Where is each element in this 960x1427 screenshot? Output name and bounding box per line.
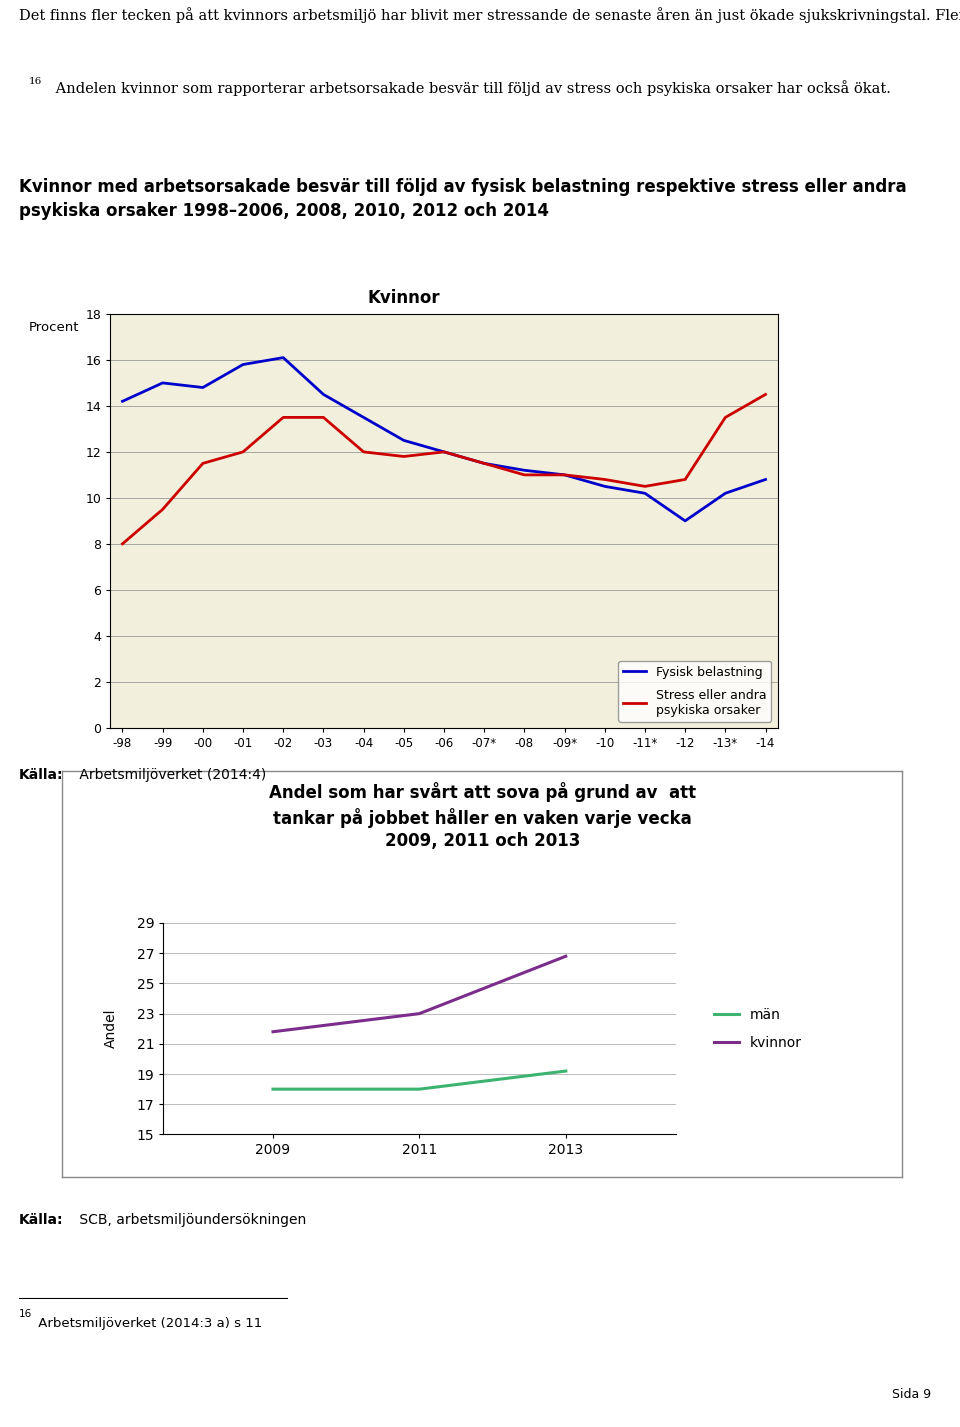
Text: Arbetsmiljöverket (2014:4): Arbetsmiljöverket (2014:4) (75, 768, 266, 782)
Legend: män, kvinnor: män, kvinnor (708, 1002, 807, 1055)
Text: Källa:: Källa: (19, 768, 63, 782)
Text: Det finns fler tecken på att kvinnors arbetsmiljö har blivit mer stressande de s: Det finns fler tecken på att kvinnors ar… (19, 7, 960, 23)
Text: Kvinnor med arbetsorsakade besvär till följd av fysisk belastning respektive str: Kvinnor med arbetsorsakade besvär till f… (19, 178, 907, 220)
Text: 16: 16 (29, 77, 41, 86)
Text: Arbetsmiljöverket (2014:3 a) s 11: Arbetsmiljöverket (2014:3 a) s 11 (34, 1317, 262, 1330)
Text: SCB, arbetsmiljöundersökningen: SCB, arbetsmiljöundersökningen (75, 1213, 306, 1227)
Text: Sida 9: Sida 9 (892, 1388, 931, 1401)
Text: 16: 16 (19, 1309, 33, 1319)
Text: Andelen kvinnor som rapporterar arbetsorsakade besvär till följd av stress och p: Andelen kvinnor som rapporterar arbetsor… (52, 80, 891, 96)
Legend: Fysisk belastning, Stress eller andra
psykiska orsaker: Fysisk belastning, Stress eller andra ps… (618, 661, 771, 722)
Text: Andel: Andel (104, 1009, 117, 1049)
Text: Kvinnor: Kvinnor (368, 288, 441, 307)
Text: Källa:: Källa: (19, 1213, 63, 1227)
Text: Procent: Procent (29, 321, 80, 334)
Text: Andel som har svårt att sova på grund av  att
tankar på jobbet håller en vaken v: Andel som har svårt att sova på grund av… (269, 782, 696, 850)
